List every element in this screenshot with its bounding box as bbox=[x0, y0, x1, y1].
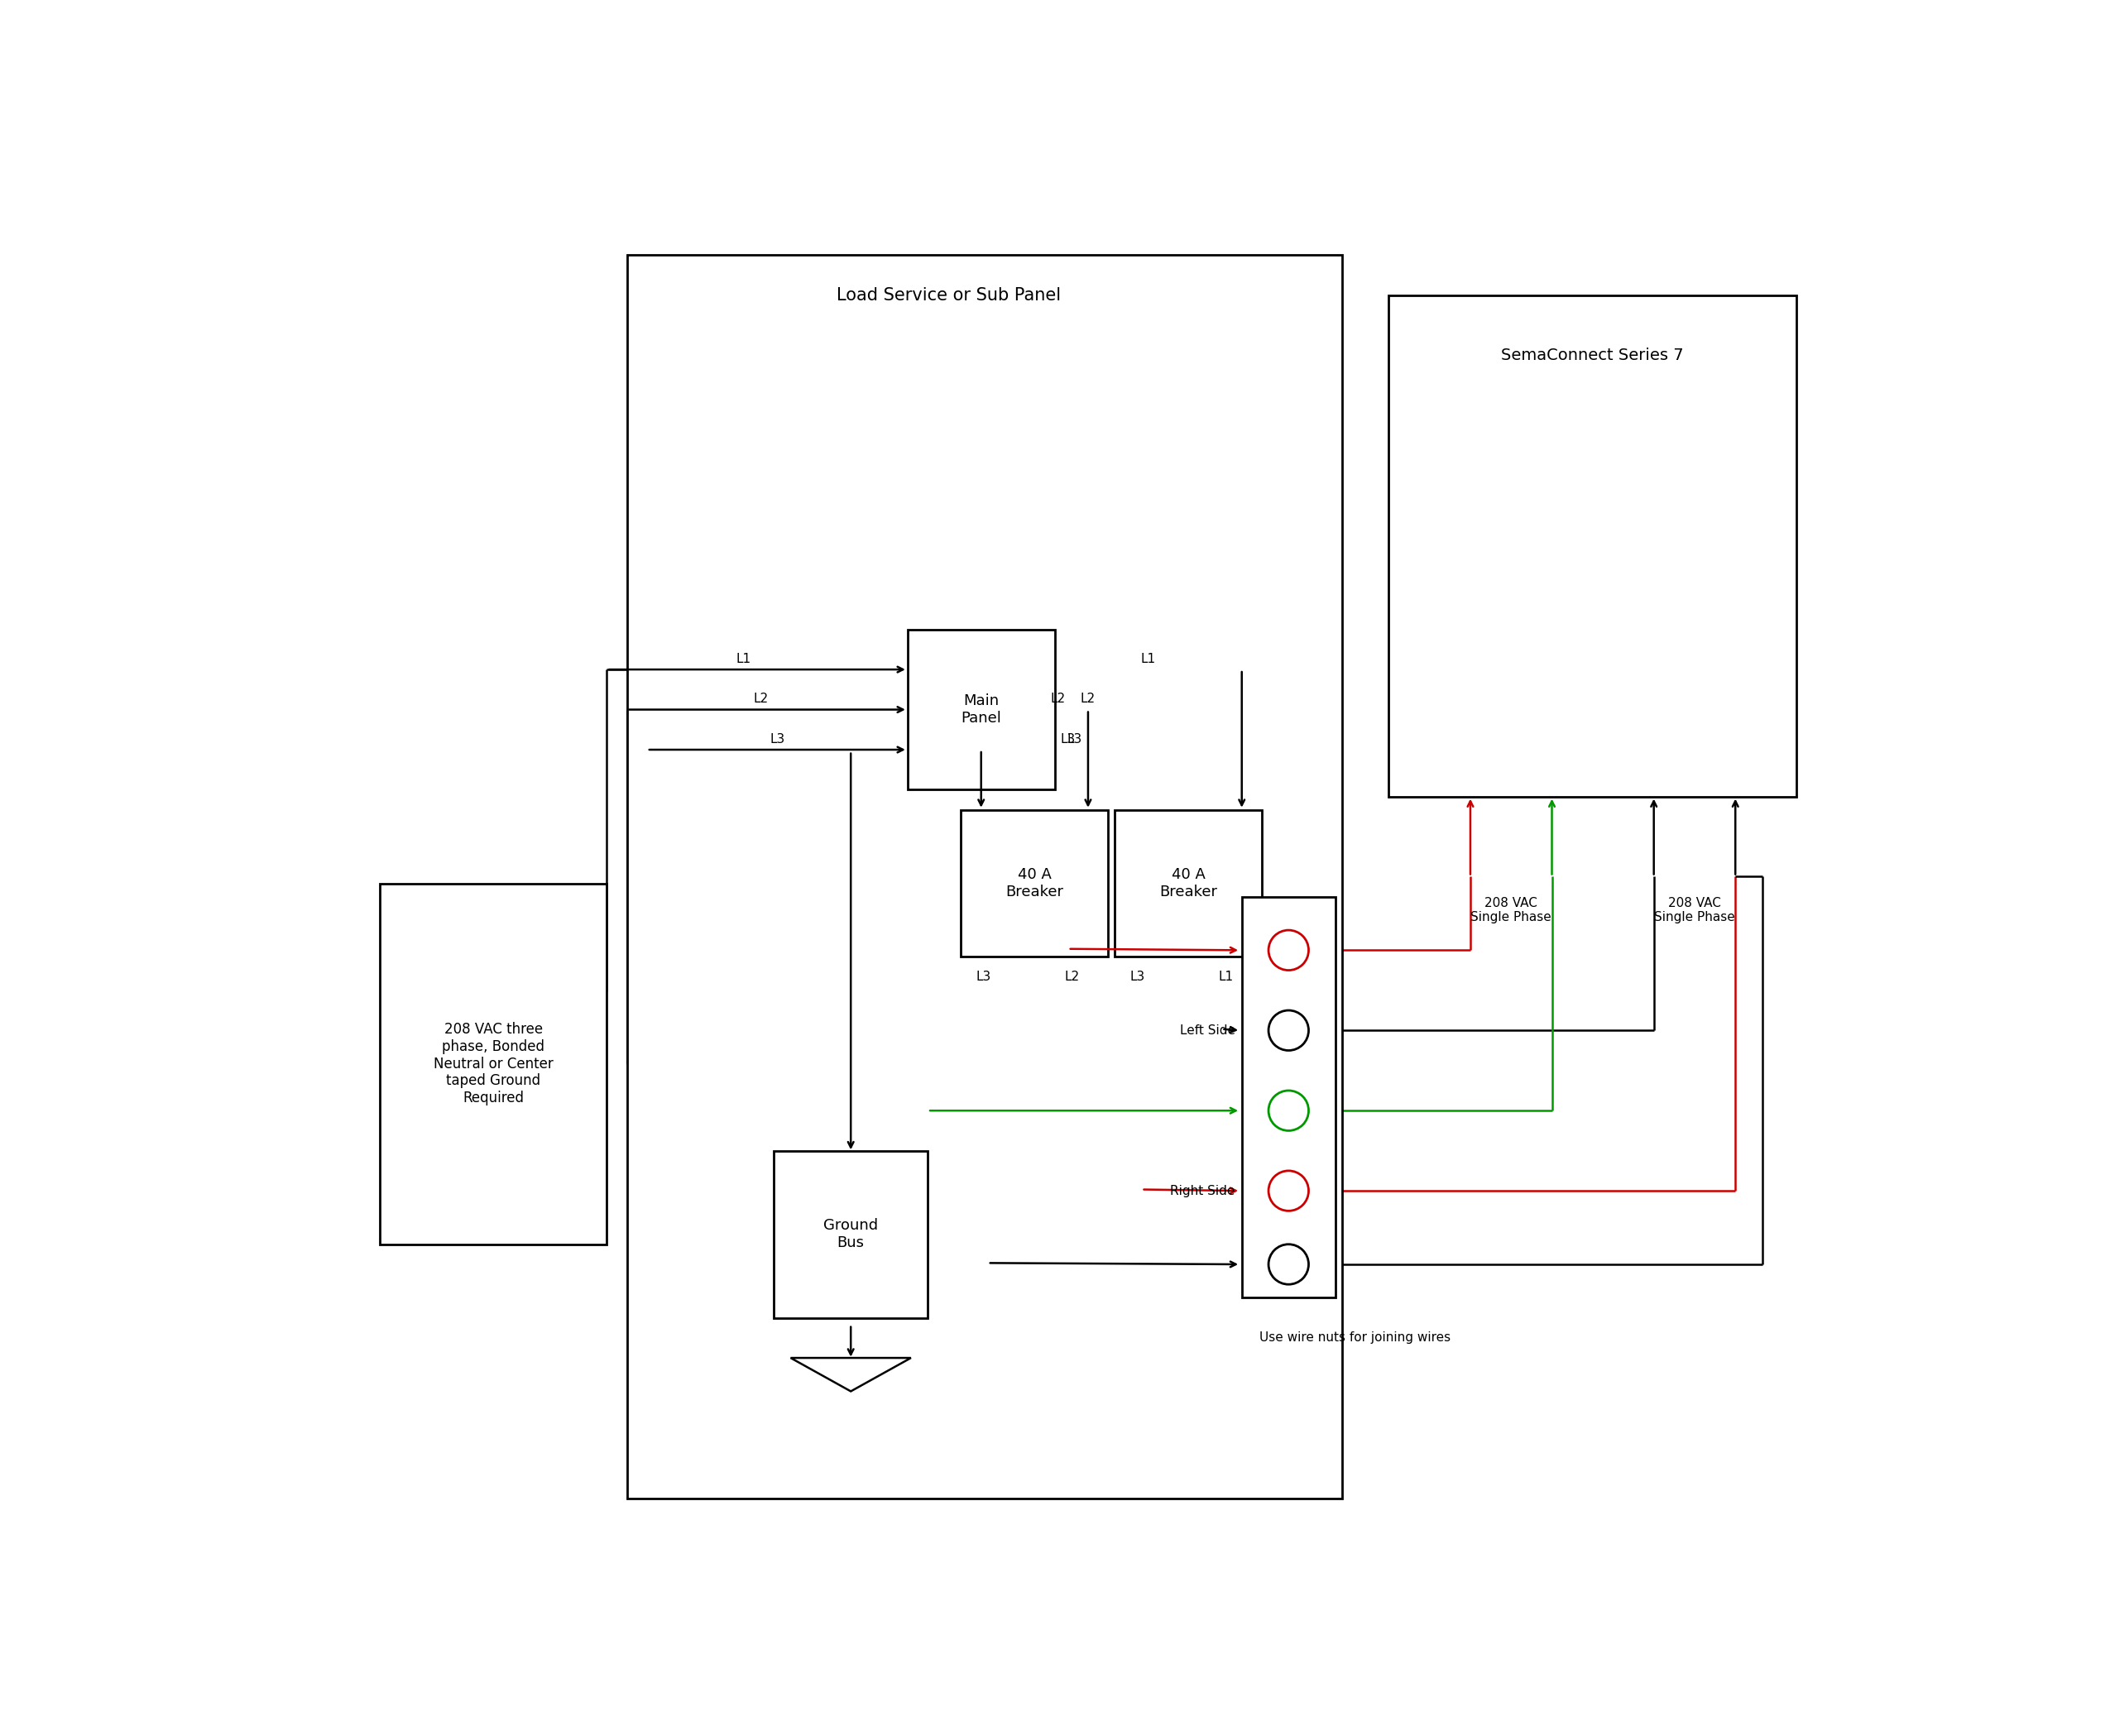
Bar bbox=[1114, 809, 1262, 957]
Text: L3: L3 bbox=[1061, 733, 1076, 745]
Text: L3: L3 bbox=[770, 733, 785, 745]
Text: Load Service or Sub Panel: Load Service or Sub Panel bbox=[836, 286, 1061, 304]
Text: Ground
Bus: Ground Bus bbox=[823, 1219, 878, 1250]
Text: L2: L2 bbox=[753, 693, 768, 705]
Bar bbox=[627, 255, 1342, 1498]
Text: 208 VAC
Single Phase: 208 VAC Single Phase bbox=[1654, 898, 1734, 924]
Bar bbox=[774, 1151, 928, 1318]
Text: Use wire nuts for joining wires: Use wire nuts for joining wires bbox=[1260, 1332, 1452, 1344]
Text: L3: L3 bbox=[977, 970, 992, 983]
Text: Main
Panel: Main Panel bbox=[960, 694, 1002, 726]
Text: SemaConnect Series 7: SemaConnect Series 7 bbox=[1502, 347, 1684, 363]
Bar bbox=[907, 630, 1055, 790]
Bar bbox=[1243, 898, 1336, 1299]
Text: 40 A
Breaker: 40 A Breaker bbox=[1158, 868, 1217, 899]
Text: L1: L1 bbox=[736, 653, 751, 665]
Text: L2: L2 bbox=[1051, 693, 1066, 705]
Text: Left Side: Left Side bbox=[1179, 1024, 1234, 1036]
Text: L2: L2 bbox=[1080, 693, 1095, 705]
Text: L2: L2 bbox=[1066, 970, 1080, 983]
Text: 40 A
Breaker: 40 A Breaker bbox=[1006, 868, 1063, 899]
Text: L1: L1 bbox=[1217, 970, 1232, 983]
Text: L1: L1 bbox=[1142, 653, 1156, 665]
Bar bbox=[1388, 295, 1796, 797]
Text: L3: L3 bbox=[1131, 970, 1146, 983]
Text: Right Side: Right Side bbox=[1171, 1184, 1234, 1198]
Bar bbox=[380, 884, 608, 1245]
Text: 208 VAC three
phase, Bonded
Neutral or Center
taped Ground
Required: 208 VAC three phase, Bonded Neutral or C… bbox=[433, 1023, 553, 1106]
Bar bbox=[960, 809, 1108, 957]
Text: L3: L3 bbox=[1068, 733, 1082, 745]
Text: 208 VAC
Single Phase: 208 VAC Single Phase bbox=[1471, 898, 1551, 924]
